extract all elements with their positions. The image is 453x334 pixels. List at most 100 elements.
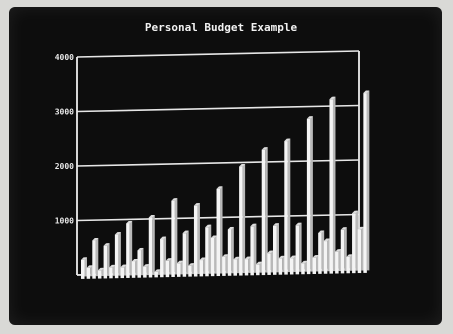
bar-29: [239, 164, 246, 276]
bar-front-16: [165, 260, 170, 278]
bar-30: [244, 256, 251, 276]
bar-top-29: [239, 164, 246, 167]
bar-top-49: [352, 210, 359, 214]
bar-37: [284, 138, 291, 275]
bar-front-11: [137, 250, 141, 278]
bar-top-50: [357, 226, 364, 230]
bar-top-24: [210, 235, 217, 239]
bar-top-41: [306, 116, 313, 119]
bar-front-45: [329, 99, 333, 274]
bar-side-28: [236, 256, 240, 274]
bar-top-18: [177, 260, 184, 264]
bar-side-13: [152, 215, 155, 275]
bar-top-45: [329, 96, 336, 100]
bar-front-22: [199, 260, 204, 277]
bar-side-15: [163, 236, 167, 275]
bar-side-37: [287, 138, 291, 273]
bar-side-14: [157, 269, 161, 275]
bar-top-4: [97, 267, 104, 271]
bar-50: [357, 226, 364, 274]
bar-31: [250, 223, 257, 276]
bar-43: [318, 230, 325, 274]
bar-top-40: [301, 260, 308, 264]
grid-line-2000: [76, 159, 360, 167]
bar-front-50: [357, 229, 362, 274]
bar-top-43: [318, 230, 325, 233]
bar-41: [306, 116, 313, 275]
bar-front-36: [278, 258, 283, 275]
bar-front-2: [86, 267, 91, 279]
y-tick-labels: 1000 2000 3000 4000: [55, 53, 74, 226]
bar-front-30: [244, 259, 249, 276]
bar-top-28: [233, 256, 240, 260]
bar-27: [227, 226, 234, 276]
bar-front-44: [323, 241, 328, 274]
bar-38: [289, 255, 296, 275]
bar-front-49: [352, 213, 356, 274]
bar-side-39: [299, 222, 302, 272]
bar-top-32: [256, 261, 263, 265]
bar-top-20: [188, 263, 195, 266]
bar-side-45: [332, 96, 336, 272]
bar-9: [126, 220, 133, 278]
bar-4: [97, 267, 104, 279]
bar-front-17: [171, 200, 175, 277]
bar-front-46: [335, 251, 339, 274]
bar-front-24: [210, 238, 215, 277]
bar-side-32: [259, 261, 263, 273]
bar-top-37: [284, 138, 291, 142]
bar-side-34: [270, 250, 274, 273]
bar-front-4: [97, 270, 102, 279]
bar-front-34: [267, 253, 271, 275]
bar-top-38: [289, 255, 296, 259]
bar-front-29: [239, 166, 243, 276]
bar-36: [278, 255, 285, 275]
bar-22: [199, 257, 206, 277]
bar-47: [340, 227, 347, 274]
bar-26: [222, 254, 229, 276]
bar-top-33: [261, 147, 268, 150]
bar-12: [143, 264, 150, 278]
bar-front-38: [289, 258, 294, 275]
bar-front-7: [114, 234, 119, 279]
bar-top-21: [193, 203, 200, 206]
bar-front-25: [216, 188, 221, 277]
bar-side-12: [146, 264, 150, 276]
bar-42: [312, 255, 319, 274]
bar-top-23: [205, 224, 212, 228]
bar-20: [188, 263, 195, 277]
bar-2: [86, 265, 93, 279]
bar-side-26: [225, 254, 229, 274]
bar-6: [109, 264, 116, 279]
bar-top-44: [323, 238, 330, 242]
bar-35: [273, 223, 280, 275]
bar-top-12: [143, 264, 150, 267]
bar-16: [165, 258, 172, 278]
bar-side-23: [208, 224, 212, 274]
bar-front-19: [182, 233, 187, 277]
bar-top-39: [295, 222, 302, 226]
budget-chart: Personal Budget Example 1000 2000 3000 4000: [55, 21, 370, 279]
bar-front-26: [222, 256, 226, 276]
y-tick-label-2000: 2000: [55, 162, 74, 171]
y-tick-label-4000: 4000: [55, 53, 74, 62]
bar-side-18: [180, 260, 184, 275]
bar-side-6: [112, 264, 116, 276]
grid-line-3000: [76, 104, 360, 113]
bar-top-42: [312, 255, 319, 258]
bar-side-42: [316, 255, 319, 272]
bar-side-50: [361, 226, 364, 271]
bar-top-7: [114, 232, 121, 235]
bar-top-14: [154, 269, 161, 272]
bar-front-28: [233, 259, 237, 276]
bar-front-32: [256, 264, 260, 276]
bar-side-24: [214, 235, 217, 274]
bar-side-2: [90, 265, 93, 277]
bar-side-10: [135, 258, 138, 276]
bar-front-14: [154, 271, 158, 278]
bar-39: [295, 222, 302, 275]
bar-14: [154, 269, 161, 278]
bar-side-19: [186, 230, 189, 275]
bar-front-35: [273, 225, 277, 275]
bar-top-30: [244, 256, 251, 260]
